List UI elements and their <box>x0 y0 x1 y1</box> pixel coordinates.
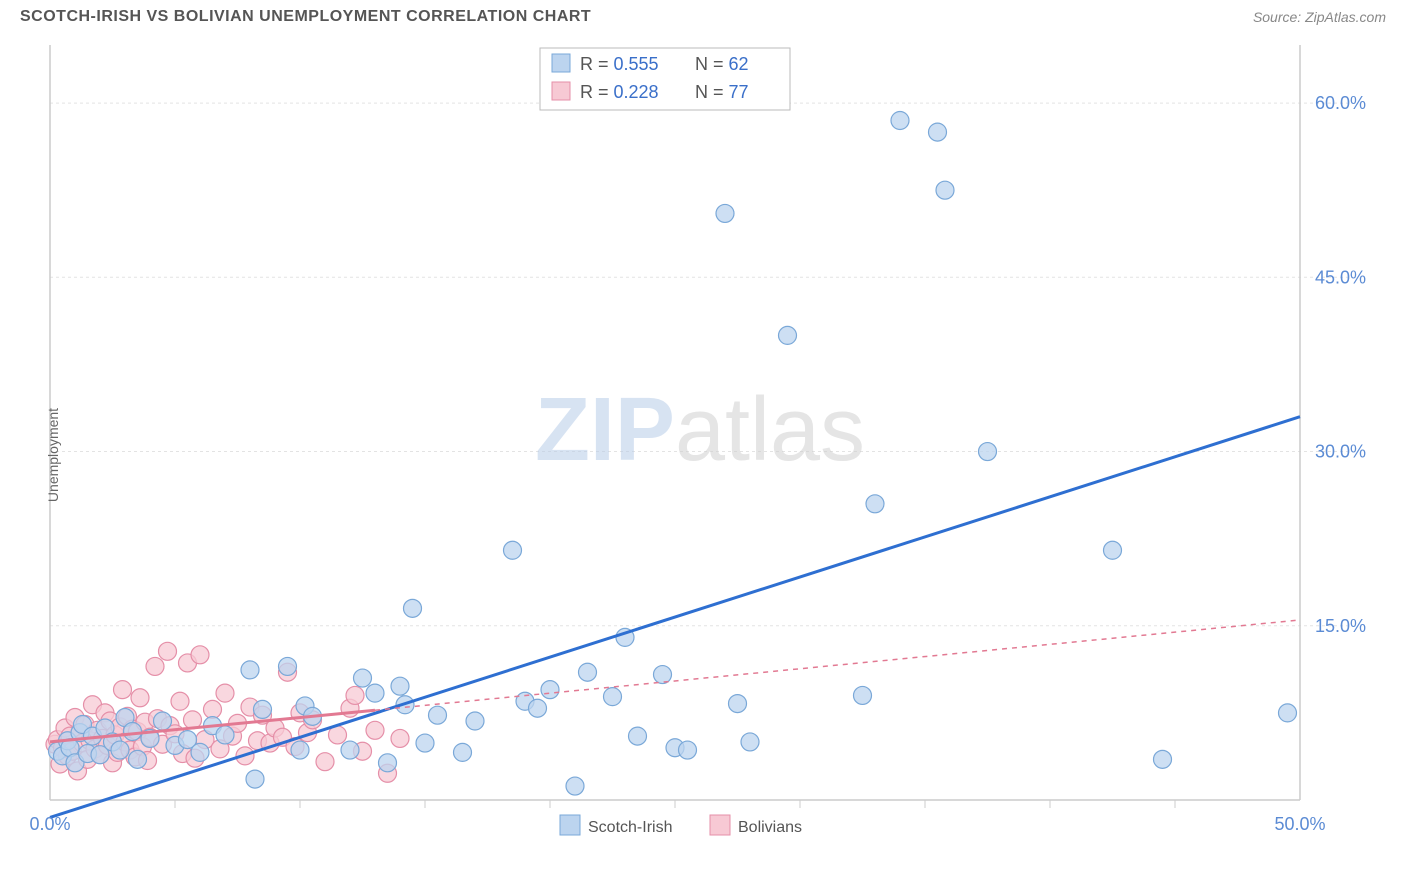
data-point <box>171 692 189 710</box>
trend-line-extrapolated <box>375 620 1300 710</box>
data-point <box>929 123 947 141</box>
stats-r: R = 0.555 <box>580 54 659 74</box>
y-tick-label: 15.0% <box>1315 616 1366 636</box>
x-tick-label: 0.0% <box>29 814 70 834</box>
data-point <box>316 753 334 771</box>
stats-r: R = 0.228 <box>580 82 659 102</box>
data-point <box>679 741 697 759</box>
data-point <box>366 721 384 739</box>
legend-label: Scotch-Irish <box>588 819 672 836</box>
chart-title: SCOTCH-IRISH VS BOLIVIAN UNEMPLOYMENT CO… <box>20 8 591 26</box>
data-point <box>204 700 222 718</box>
data-point <box>291 741 309 759</box>
data-point <box>604 688 622 706</box>
data-point <box>429 706 447 724</box>
data-point <box>741 733 759 751</box>
data-point <box>454 743 472 761</box>
data-point <box>379 754 397 772</box>
data-point <box>629 727 647 745</box>
data-point <box>654 666 672 684</box>
y-tick-label: 60.0% <box>1315 93 1366 113</box>
data-point <box>391 729 409 747</box>
stats-n: N = 77 <box>695 82 749 102</box>
data-point <box>254 700 272 718</box>
data-point <box>529 699 547 717</box>
data-point <box>241 661 259 679</box>
data-point <box>341 741 359 759</box>
data-point <box>124 722 142 740</box>
data-point <box>779 326 797 344</box>
data-point <box>729 695 747 713</box>
data-point <box>854 686 872 704</box>
data-point <box>129 750 147 768</box>
stats-n: N = 62 <box>695 54 749 74</box>
data-point <box>154 712 172 730</box>
y-axis-label: Unemployment <box>45 408 61 502</box>
data-point <box>579 663 597 681</box>
data-point <box>216 726 234 744</box>
data-point <box>366 684 384 702</box>
data-point <box>146 657 164 675</box>
data-point <box>936 181 954 199</box>
data-point <box>346 686 364 704</box>
data-point <box>246 770 264 788</box>
data-point <box>131 689 149 707</box>
data-point <box>716 204 734 222</box>
data-point <box>504 541 522 559</box>
data-point <box>466 712 484 730</box>
legend-swatch <box>560 815 580 835</box>
scatter-chart: ZIPatlas 15.0% 30.0% 45.0% 60.0% 0.0% 50.0% R =… <box>0 30 1406 880</box>
data-point <box>979 443 997 461</box>
stats-swatch <box>552 82 570 100</box>
data-point <box>191 646 209 664</box>
data-point <box>541 681 559 699</box>
data-point <box>279 657 297 675</box>
data-point <box>354 669 372 687</box>
data-point <box>1279 704 1297 722</box>
y-tick-label: 30.0% <box>1315 442 1366 462</box>
data-point <box>566 777 584 795</box>
data-point <box>866 495 884 513</box>
stats-box <box>540 48 790 110</box>
data-point <box>111 741 129 759</box>
data-point <box>1104 541 1122 559</box>
data-point <box>216 684 234 702</box>
source-label: Source: ZipAtlas.com <box>1253 9 1386 25</box>
data-point <box>391 677 409 695</box>
data-point <box>114 681 132 699</box>
legend-label: Bolivians <box>738 819 802 836</box>
y-tick-label: 45.0% <box>1315 267 1366 287</box>
data-point <box>404 599 422 617</box>
data-point <box>191 743 209 761</box>
watermark: ZIPatlas <box>535 380 865 480</box>
data-point <box>891 112 909 130</box>
data-point <box>416 734 434 752</box>
legend-swatch <box>710 815 730 835</box>
data-point <box>1154 750 1172 768</box>
stats-swatch <box>552 54 570 72</box>
data-point <box>159 642 177 660</box>
x-tick-label: 50.0% <box>1274 814 1325 834</box>
